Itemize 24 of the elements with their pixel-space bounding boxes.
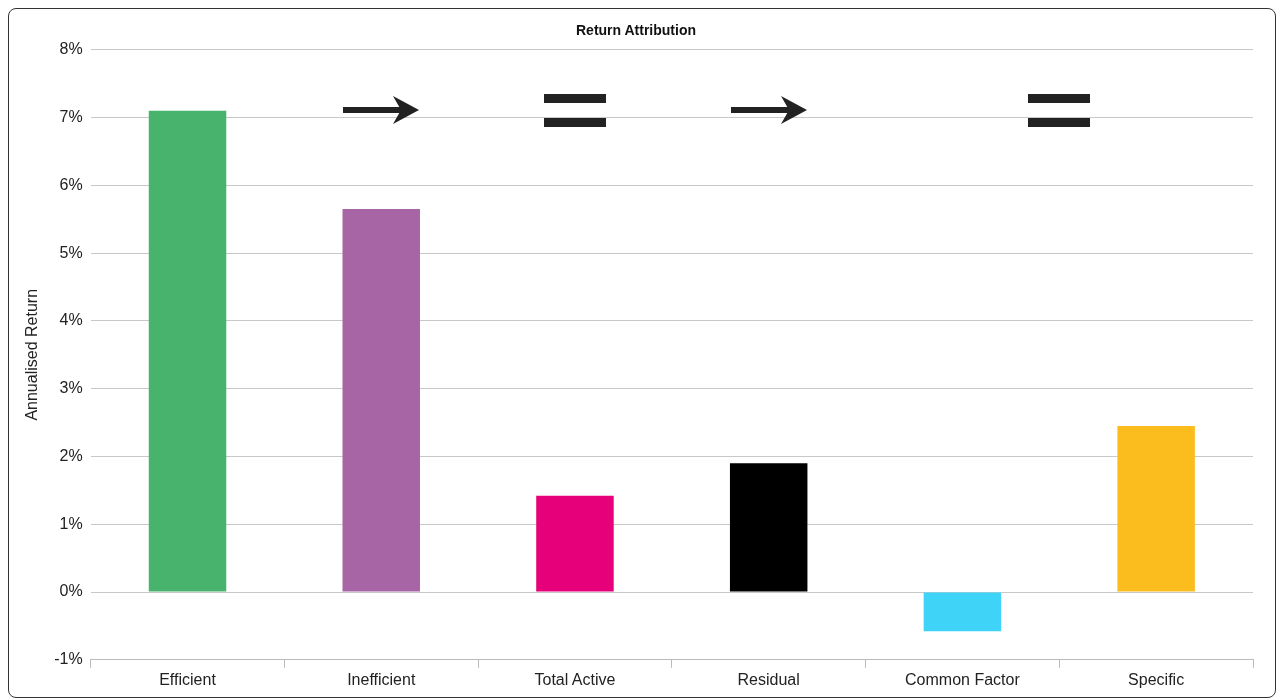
y-tick-label: 2% <box>59 446 83 464</box>
bar <box>342 209 420 592</box>
x-tick-label: Total Active <box>534 670 616 688</box>
y-tick-label: 6% <box>59 175 83 193</box>
bar <box>148 110 227 592</box>
y-tick-label: 5% <box>59 243 83 261</box>
bar <box>536 495 614 592</box>
bar <box>729 463 808 592</box>
y-tick-label: 7% <box>59 107 83 125</box>
y-tick-label: 4% <box>59 311 83 329</box>
y-tick-label: 0% <box>59 582 83 600</box>
bar <box>1117 425 1195 592</box>
x-tick-label: Specific <box>1128 670 1185 688</box>
x-tick-label: Inefficient <box>347 670 416 688</box>
x-tick-label: Residual <box>737 670 800 688</box>
x-tick-label: Common Factor <box>905 670 1021 688</box>
y-tick-label: -1% <box>54 650 83 668</box>
bar <box>923 592 1002 632</box>
chart-title: Return Attribution <box>575 22 697 39</box>
y-axis-title: Annualised Return <box>23 288 41 421</box>
x-tick-label: Efficient <box>159 670 217 688</box>
y-tick-label: 1% <box>59 514 83 532</box>
y-tick-label: 8% <box>59 40 83 58</box>
y-tick-label: 3% <box>59 379 83 397</box>
